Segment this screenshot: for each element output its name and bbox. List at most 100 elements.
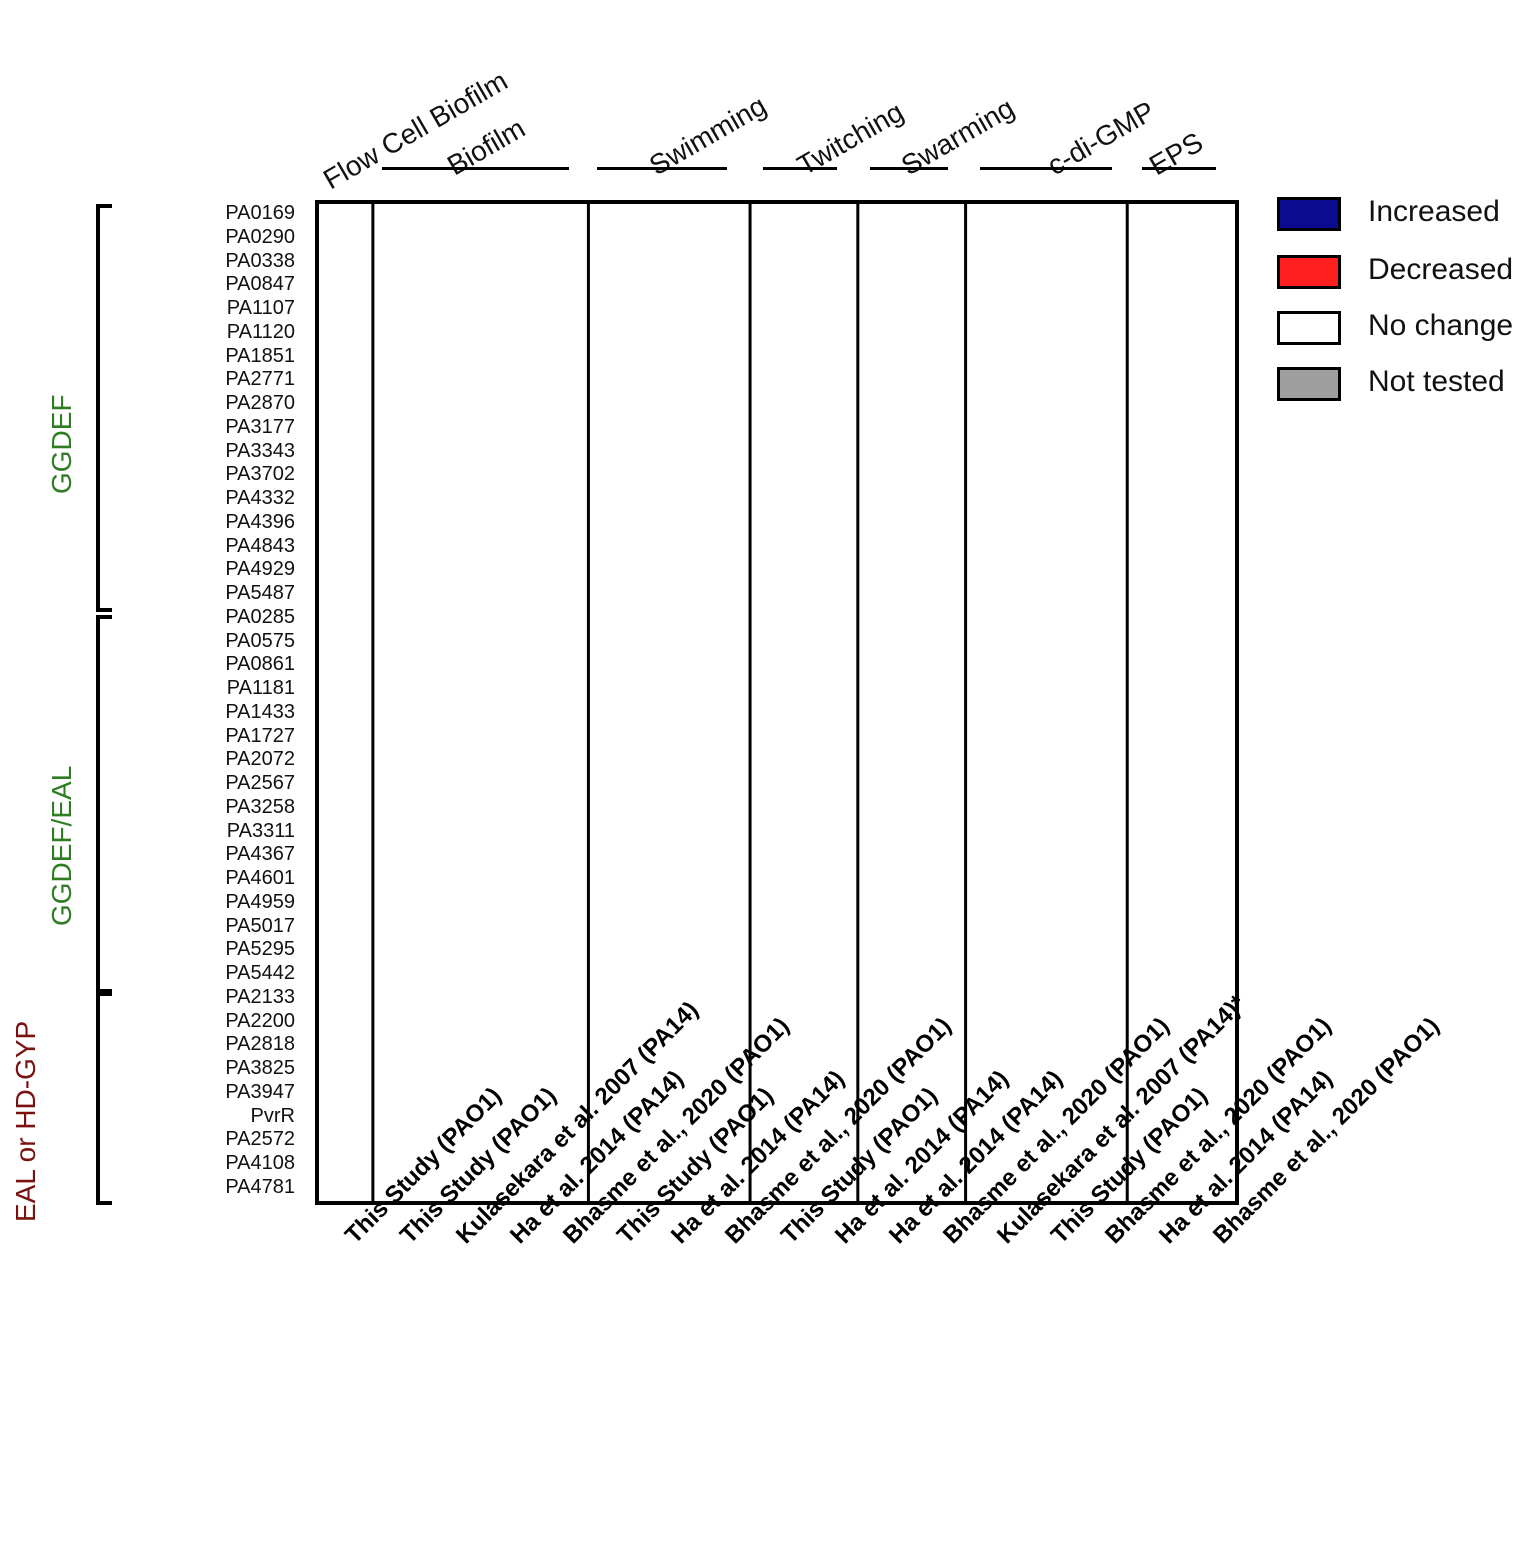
heatmap-cell bbox=[1019, 607, 1074, 632]
heatmap-cell bbox=[372, 346, 427, 371]
heatmap-cell bbox=[1127, 583, 1182, 608]
heatmap-cell bbox=[696, 465, 751, 489]
heatmap-cell bbox=[857, 726, 912, 750]
heatmap-cell bbox=[750, 1082, 804, 1107]
heatmap-cell bbox=[1073, 987, 1128, 1012]
heatmap-cell bbox=[1019, 441, 1074, 466]
heatmap-cell bbox=[1181, 346, 1235, 371]
heatmap-cell bbox=[965, 1034, 1020, 1059]
heatmap-cell bbox=[588, 726, 643, 750]
heatmap-cell bbox=[588, 655, 643, 679]
heatmap-cell bbox=[1127, 726, 1182, 750]
heatmap-cell bbox=[642, 251, 697, 276]
heatmap-cell bbox=[1019, 868, 1074, 893]
heatmap-cell bbox=[426, 987, 481, 1012]
heatmap-cell bbox=[319, 227, 373, 252]
heatmap-cell bbox=[1127, 322, 1182, 347]
heatmap-cell bbox=[1073, 1106, 1128, 1130]
heatmap-cell bbox=[372, 655, 427, 679]
heatmap-cell bbox=[1019, 370, 1074, 394]
heatmap-cell bbox=[965, 512, 1020, 537]
heatmap-cell bbox=[588, 797, 643, 822]
heatmap-cell bbox=[750, 560, 804, 584]
legend-increased-swatch bbox=[1277, 197, 1341, 231]
heatmap-cell bbox=[1019, 726, 1074, 750]
heatmap-cell bbox=[1181, 370, 1235, 394]
heatmap-cell bbox=[1181, 417, 1235, 442]
heatmap-cell bbox=[965, 631, 1020, 656]
heatmap-cell bbox=[1181, 393, 1235, 418]
heatmap-cell bbox=[857, 417, 912, 442]
heatmap-cell bbox=[1019, 749, 1074, 774]
heatmap-cell bbox=[857, 987, 912, 1012]
heatmap-cell bbox=[1073, 892, 1128, 917]
heatmap-cell bbox=[696, 939, 751, 964]
row-label: PA3825 bbox=[225, 1057, 295, 1079]
legend-decreased-label: Decreased bbox=[1368, 253, 1514, 286]
heatmap-cell bbox=[426, 1177, 481, 1201]
heatmap-cell bbox=[426, 204, 481, 228]
heatmap-cell bbox=[642, 346, 697, 371]
heatmap-cell bbox=[319, 536, 373, 561]
heatmap-cell bbox=[911, 1106, 966, 1130]
heatmap-cell bbox=[1181, 298, 1235, 323]
heatmap-cell bbox=[1181, 892, 1235, 917]
legend-not-tested-swatch bbox=[1277, 367, 1341, 401]
heatmap-cell bbox=[480, 773, 535, 798]
heatmap-cell bbox=[319, 631, 373, 656]
heatmap-cell bbox=[372, 227, 427, 252]
heatmap-cell bbox=[911, 892, 966, 917]
heatmap-cell bbox=[1073, 1011, 1128, 1035]
heatmap-cell bbox=[534, 844, 589, 869]
heatmap-cell bbox=[426, 868, 481, 893]
heatmap-cell bbox=[372, 298, 427, 323]
heatmap-cell bbox=[1181, 227, 1235, 252]
heatmap-cell bbox=[480, 607, 535, 632]
heatmap-cell bbox=[1127, 868, 1182, 893]
heatmap-cell bbox=[696, 844, 751, 869]
heatmap-cell bbox=[480, 963, 535, 988]
heatmap-cell bbox=[372, 322, 427, 347]
heatmap-cell bbox=[1127, 963, 1182, 988]
heatmap-cell bbox=[319, 749, 373, 774]
row-label: PA1181 bbox=[226, 677, 295, 699]
heatmap-cell bbox=[534, 512, 589, 537]
heatmap-cell bbox=[426, 892, 481, 917]
heatmap-cell bbox=[534, 655, 589, 679]
heatmap-cell bbox=[480, 1177, 535, 1201]
heatmap-cell bbox=[1073, 726, 1128, 750]
heatmap-cell bbox=[588, 560, 643, 584]
row-label: PA0861 bbox=[225, 653, 295, 676]
heatmap-cell bbox=[1127, 702, 1182, 727]
heatmap-cell bbox=[588, 488, 643, 513]
row-label: PA3702 bbox=[225, 463, 295, 486]
heatmap-cell bbox=[480, 726, 535, 750]
heatmap-cell bbox=[480, 227, 535, 252]
heatmap-cell bbox=[426, 346, 481, 371]
heatmap-cell bbox=[911, 797, 966, 822]
heatmap-cell bbox=[750, 916, 804, 940]
heatmap-cell bbox=[1181, 939, 1235, 964]
heatmap-cell bbox=[857, 322, 912, 347]
heatmap-cell bbox=[911, 702, 966, 727]
heatmap-cell bbox=[480, 393, 535, 418]
heatmap-cell bbox=[372, 393, 427, 418]
heatmap-cell bbox=[1019, 892, 1074, 917]
heatmap-cell bbox=[480, 939, 535, 964]
heatmap-cell bbox=[534, 821, 589, 845]
heatmap-cell bbox=[372, 631, 427, 656]
heatmap-cell bbox=[750, 1129, 804, 1154]
heatmap-cell bbox=[642, 560, 697, 584]
heatmap-cell bbox=[750, 655, 804, 679]
heatmap-cell bbox=[965, 298, 1020, 323]
heatmap-cell bbox=[911, 655, 966, 679]
heatmap-cell bbox=[534, 583, 589, 608]
heatmap-cell bbox=[803, 939, 858, 964]
heatmap-cell bbox=[803, 583, 858, 608]
heatmap-cell bbox=[372, 987, 427, 1012]
heatmap-cell bbox=[426, 726, 481, 750]
heatmap-cell bbox=[803, 560, 858, 584]
heatmap-cell bbox=[642, 939, 697, 964]
heatmap-cell bbox=[642, 583, 697, 608]
heatmap-cell bbox=[803, 441, 858, 466]
